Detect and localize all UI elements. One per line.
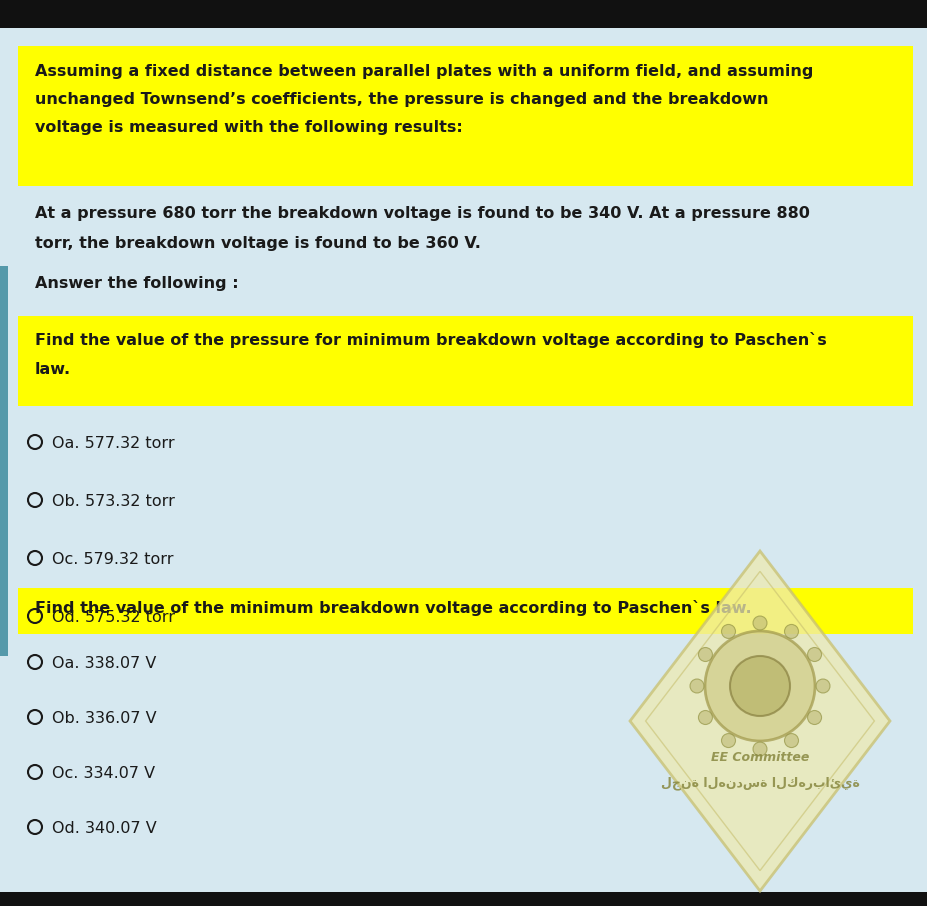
- Text: torr, the breakdown voltage is found to be 360 V.: torr, the breakdown voltage is found to …: [35, 236, 481, 251]
- Circle shape: [730, 656, 790, 716]
- Text: Oa. 338.07 V: Oa. 338.07 V: [52, 656, 157, 671]
- Text: Find the value of the pressure for minimum breakdown voltage according to Pasche: Find the value of the pressure for minim…: [35, 332, 827, 348]
- Bar: [0, 892, 927, 906]
- Circle shape: [816, 679, 830, 693]
- Text: voltage is measured with the following results:: voltage is measured with the following r…: [35, 120, 463, 135]
- Text: Oc. 334.07 V: Oc. 334.07 V: [52, 766, 155, 781]
- Circle shape: [753, 742, 767, 756]
- Text: Ob. 336.07 V: Ob. 336.07 V: [52, 711, 157, 726]
- Text: At a pressure 680 torr the breakdown voltage is found to be 340 V. At a pressure: At a pressure 680 torr the breakdown vol…: [35, 206, 810, 221]
- Circle shape: [721, 734, 735, 747]
- Circle shape: [753, 616, 767, 630]
- Text: Answer the following :: Answer the following :: [35, 276, 238, 291]
- Circle shape: [705, 631, 815, 741]
- Bar: [18, 588, 913, 634]
- Bar: [18, 316, 913, 406]
- Circle shape: [807, 710, 821, 725]
- Circle shape: [698, 710, 713, 725]
- Polygon shape: [630, 551, 890, 891]
- Circle shape: [807, 648, 821, 661]
- Bar: [0, 266, 8, 656]
- Text: Find the value of the minimum breakdown voltage according to Paschen`s law.: Find the value of the minimum breakdown …: [35, 600, 752, 616]
- Text: unchanged Townsend’s coefficients, the pressure is changed and the breakdown: unchanged Townsend’s coefficients, the p…: [35, 92, 768, 107]
- Circle shape: [784, 734, 798, 747]
- Text: Ob. 573.32 torr: Ob. 573.32 torr: [52, 494, 175, 509]
- Bar: [0, 0, 927, 28]
- Text: Oc. 579.32 torr: Oc. 579.32 torr: [52, 552, 173, 567]
- Text: Oa. 577.32 torr: Oa. 577.32 torr: [52, 436, 174, 451]
- Circle shape: [784, 624, 798, 639]
- Circle shape: [721, 624, 735, 639]
- Bar: [18, 46, 913, 186]
- Text: Od. 575.32 torr: Od. 575.32 torr: [52, 610, 175, 625]
- Text: Assuming a fixed distance between parallel plates with a uniform field, and assu: Assuming a fixed distance between parall…: [35, 64, 813, 79]
- Text: لجنة الهندسة الكهربائية: لجنة الهندسة الكهربائية: [661, 776, 859, 790]
- Text: law.: law.: [35, 362, 71, 377]
- Text: EE Committee: EE Committee: [711, 751, 809, 764]
- Text: Od. 340.07 V: Od. 340.07 V: [52, 821, 157, 836]
- Circle shape: [698, 648, 713, 661]
- Circle shape: [690, 679, 704, 693]
